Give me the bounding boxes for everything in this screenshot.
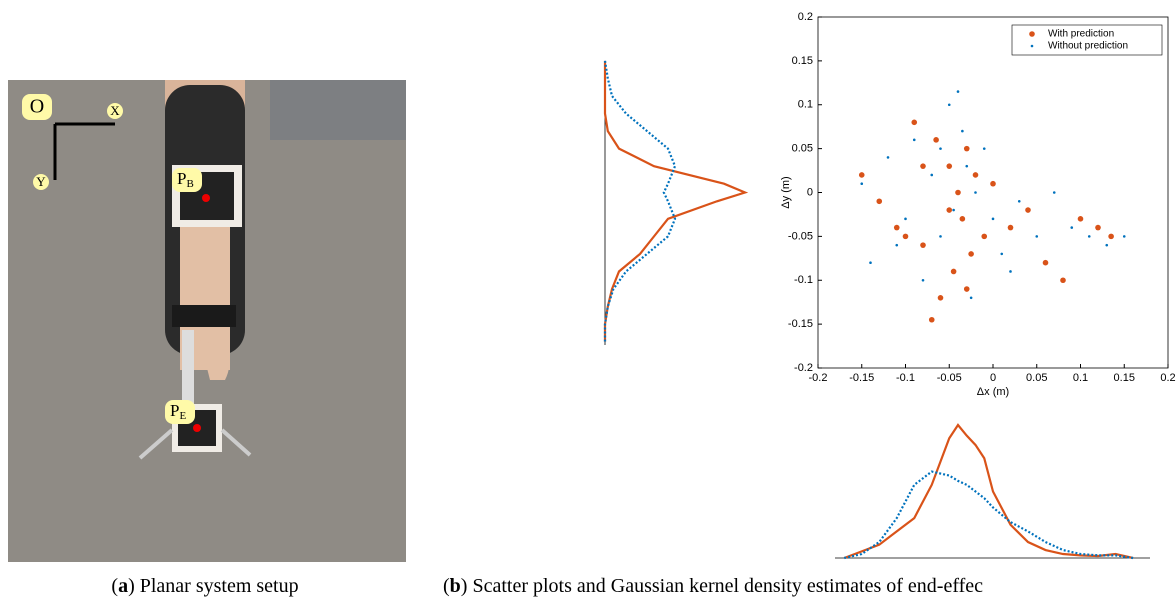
y-tick-label: -0.15	[788, 318, 813, 330]
density-curve	[844, 470, 1134, 560]
scatter-point	[939, 147, 942, 150]
density-curve	[843, 423, 1134, 560]
x-tick-label: -0.2	[809, 372, 828, 384]
x-tick-label: 0.2	[1160, 372, 1175, 384]
scatter-point	[950, 268, 957, 275]
legend-label: With prediction	[1048, 29, 1114, 40]
scatter-point	[912, 138, 916, 142]
x-tick-label: -0.1	[896, 372, 915, 384]
scatter-point	[937, 295, 944, 301]
scatter-point	[1095, 224, 1101, 231]
scatter-point	[1060, 277, 1066, 284]
scatter-point	[869, 261, 872, 265]
scatter-point	[968, 251, 974, 257]
scatter-point	[946, 207, 953, 213]
x-axis-label: Δx (m)	[977, 386, 1009, 398]
origin-label: O	[30, 96, 44, 118]
scatter-point	[952, 208, 955, 212]
plot-frame	[817, 16, 1169, 369]
legend-box	[1011, 24, 1163, 56]
scatter-point	[947, 103, 951, 107]
y-tick-label: 0	[807, 186, 813, 198]
caption: (a) Planar system setup	[111, 575, 298, 597]
scatter-point	[860, 182, 864, 186]
scatter-point	[1105, 243, 1109, 247]
scatter-point	[981, 233, 988, 240]
x-tick-label: -0.15	[849, 372, 874, 384]
x-tick-label: 0.15	[1114, 372, 1135, 384]
scatter-point	[939, 235, 942, 238]
y-tick-label: 0.15	[792, 55, 813, 67]
scatter-point	[959, 216, 966, 222]
scatter-point	[933, 137, 939, 143]
scatter-point	[972, 172, 979, 178]
scatter-point	[1052, 191, 1056, 194]
y-tick-label: 0.05	[792, 143, 813, 155]
y-tick-label: -0.05	[788, 230, 813, 242]
scatter-point	[961, 129, 964, 133]
scatter-point	[1042, 259, 1049, 266]
scatter-point	[911, 119, 918, 126]
scatter-point	[974, 191, 977, 194]
scatter-point	[990, 180, 996, 187]
y-tick-label: 0.1	[798, 99, 813, 111]
x-tick-label: 0.1	[1073, 372, 1088, 384]
point-label: PE	[170, 401, 186, 422]
scatter-point	[921, 278, 925, 282]
scatter-point	[920, 163, 926, 169]
y-tick-label: -0.2	[794, 362, 813, 374]
scatter-point	[1087, 235, 1091, 238]
scatter-point	[893, 224, 900, 231]
legend-marker	[1029, 31, 1035, 37]
scatter-point	[1025, 207, 1031, 213]
scatter-point	[1009, 270, 1012, 273]
scatter-point	[876, 198, 883, 205]
x-tick-label: -0.05	[937, 372, 962, 384]
scatter-point	[1035, 235, 1039, 238]
scatter-point	[930, 173, 934, 177]
scatter-point	[904, 217, 907, 221]
caption: (b) Scatter plots and Gaussian kernel de…	[443, 575, 983, 597]
density-curve	[603, 60, 677, 342]
scatter-point	[969, 296, 973, 300]
scatter-point	[991, 217, 995, 221]
scatter-point	[902, 233, 909, 240]
scatter-point	[982, 147, 986, 150]
x-tick-label: 0.05	[1026, 372, 1047, 384]
scatter-point	[886, 156, 890, 159]
scatter-point	[895, 243, 899, 247]
scatter-point	[963, 145, 970, 152]
x-axis-label: X	[110, 103, 120, 118]
point-label: PB	[177, 169, 194, 190]
legend-marker	[1030, 44, 1034, 48]
y-axis-label: Y	[36, 174, 46, 189]
y-axis-label: Δy (m)	[780, 176, 792, 208]
scatter-point	[920, 242, 926, 248]
y-tick-label: -0.1	[794, 274, 813, 286]
scatter-point	[858, 172, 865, 178]
scatter-point	[1007, 224, 1014, 231]
scatter-point	[928, 316, 935, 323]
scatter-point	[955, 189, 961, 196]
scatter-point	[965, 164, 969, 168]
scatter-point	[1017, 199, 1021, 203]
photo: O X Y PB PE	[8, 80, 406, 562]
scatter-point	[1070, 226, 1074, 229]
scatter-point	[956, 90, 960, 93]
x-tick-label: 0	[990, 372, 996, 384]
scatter-point	[1000, 252, 1004, 256]
scatter-point	[946, 163, 953, 169]
legend-label: Without prediction	[1048, 41, 1128, 52]
scatter-point	[963, 286, 970, 292]
scatter-point	[1077, 216, 1084, 222]
density-curve	[603, 60, 749, 342]
y-tick-label: 0.2	[798, 11, 813, 23]
scatter-point	[1108, 233, 1114, 240]
scatter-point	[1122, 235, 1126, 238]
